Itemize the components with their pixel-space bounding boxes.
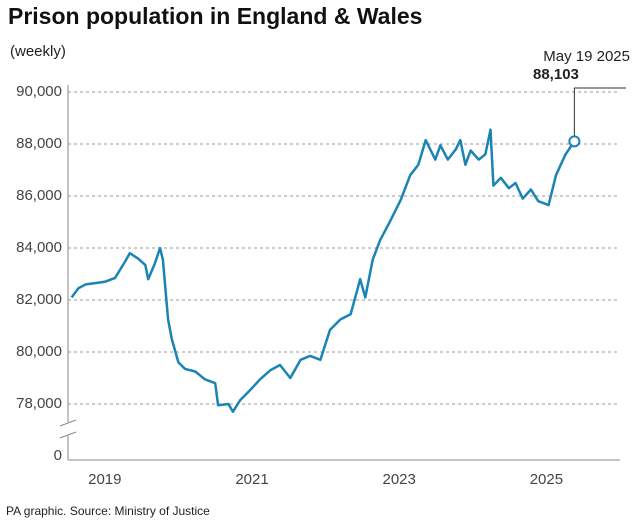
x-tick-label: 2023: [383, 471, 416, 488]
y-tick-label: 84,000: [16, 239, 62, 256]
source: PA graphic. Source: Ministry of Justice: [6, 504, 210, 518]
axis-break: [59, 419, 77, 439]
callout-line: [573, 87, 626, 137]
line: [70, 128, 576, 414]
y-tick-label: 82,000: [16, 291, 62, 308]
x-tick-label: 2025: [530, 471, 563, 488]
x-tick-label: 2019: [88, 471, 121, 488]
x-tick-label: 2021: [235, 471, 268, 488]
y-tick-label: 78,000: [16, 395, 62, 412]
end-point: [568, 135, 581, 148]
y-tick-label: 86,000: [16, 187, 62, 204]
annotation-value: 88,103: [533, 66, 579, 83]
y-tick-label: 90,000: [16, 83, 62, 100]
y-tick-label: 88,000: [16, 135, 62, 152]
annotation-date: May 19 2025: [543, 48, 630, 65]
y-tick-label: 80,000: [16, 343, 62, 360]
chart-subtitle: (weekly): [10, 43, 66, 60]
y-tick-label: 0: [54, 447, 62, 464]
chart-title: Prison population in England & Wales: [8, 3, 422, 29]
